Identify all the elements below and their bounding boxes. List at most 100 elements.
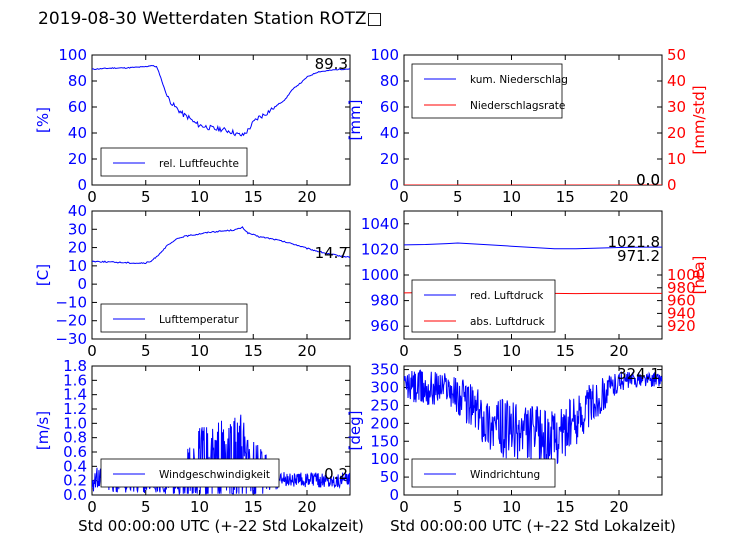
x-tick-label: 5 xyxy=(453,498,463,516)
legend-box xyxy=(411,63,563,119)
y-tick-label: 40 xyxy=(68,124,87,142)
x-tick-label: 5 xyxy=(141,498,151,516)
y-tick-label: 150 xyxy=(370,432,399,450)
y-tick-label: 40 xyxy=(380,124,399,142)
x-tick-label: 0 xyxy=(87,342,97,360)
legend-label: Windrichtung xyxy=(470,469,540,481)
chart-humidity: 0 5 10 15 20 0 20 40 60 80 100 [%] rel. Luftfeuchte 8… xyxy=(34,46,351,206)
y-tick-label: 1000 xyxy=(361,266,399,284)
y-tick-label: 1020 xyxy=(361,240,399,258)
x-axis-label: Std 00:00:00 UTC (+-22 Std Lokalzeit) xyxy=(78,517,364,535)
x-tick-label: 15 xyxy=(556,498,575,516)
y2-tick-label: 0 xyxy=(667,176,677,194)
latest-value-label: 0.2 xyxy=(324,465,348,483)
x-tick-label: 15 xyxy=(556,188,575,206)
x-axis-label: Std 00:00:00 UTC (+-22 Std Lokalzeit) xyxy=(390,517,676,535)
y-tick-label: 100 xyxy=(58,46,87,64)
y-tick-label: 0.8 xyxy=(63,429,87,447)
y-tick-label: 300 xyxy=(370,379,399,397)
x-tick-label: 5 xyxy=(141,342,151,360)
x-tick-label: 20 xyxy=(609,498,628,516)
legend-label: Niederschlagsrate xyxy=(470,100,565,112)
x-tick-label: 10 xyxy=(190,342,209,360)
legend-box xyxy=(100,147,248,177)
latest-value-label: 89.3 xyxy=(315,55,348,73)
y-tick-label: 200 xyxy=(370,414,399,432)
legend-label: abs. Luftdruck xyxy=(470,316,546,328)
y-tick-label: 0.0 xyxy=(63,486,87,504)
y-axis-label: [mm] xyxy=(346,100,364,141)
y2-tick-label: 20 xyxy=(667,124,686,142)
x-tick-label: 15 xyxy=(244,498,263,516)
x-tick-label: 5 xyxy=(453,342,463,360)
y-tick-label: 1.4 xyxy=(63,386,87,404)
y-axis-label: [%] xyxy=(34,107,52,133)
y-tick-label: 0 xyxy=(389,486,399,504)
latest-value-label: 0.0 xyxy=(636,171,660,189)
y2-tick-label: 30 xyxy=(667,98,686,116)
y-tick-label: 20 xyxy=(68,150,87,168)
y-tick-label: 100 xyxy=(370,46,399,64)
x-tick-label: 10 xyxy=(190,498,209,516)
x-tick-label: 0 xyxy=(87,188,97,206)
y-tick-label: 20 xyxy=(380,150,399,168)
series-line-humidity-0 xyxy=(92,64,350,137)
y-tick-label: 0.2 xyxy=(63,472,87,490)
y2-tick-label: 50 xyxy=(667,46,686,64)
y2-axis-label: [mm/std] xyxy=(690,85,708,154)
y-tick-label: 60 xyxy=(380,98,399,116)
y-tick-label: 100 xyxy=(370,450,399,468)
x-tick-label: 5 xyxy=(453,188,463,206)
y-tick-label: 0.6 xyxy=(63,443,87,461)
x-tick-label: 15 xyxy=(244,342,263,360)
x-tick-label: 10 xyxy=(502,342,521,360)
latest-value-label: 14.7 xyxy=(315,244,348,262)
y-tick-label: 40 xyxy=(68,202,87,220)
series-line-winddirection-0 xyxy=(404,369,662,468)
y-tick-label: 30 xyxy=(68,220,87,238)
x-tick-label: 20 xyxy=(609,342,628,360)
x-tick-label: 20 xyxy=(297,188,316,206)
legend-box xyxy=(100,458,280,488)
y-tick-label: 20 xyxy=(68,239,87,257)
y2-tick-label: 920 xyxy=(667,317,696,335)
y2-tick-label: 960 xyxy=(667,292,696,310)
latest-value-label: 971.2 xyxy=(617,247,660,265)
x-tick-label: 10 xyxy=(502,498,521,516)
x-tick-label: 10 xyxy=(502,188,521,206)
y-axis-label: [C] xyxy=(34,264,52,286)
y-tick-label: 1.0 xyxy=(63,414,87,432)
series-line-pressure-0 xyxy=(404,242,662,250)
legend-label: red. Luftdruck xyxy=(470,290,544,302)
chart-precipitation: 0 5 10 15 20 0 20 40 60 80 100 0 10 20 30 40 50 [mm] [mm/s… xyxy=(346,46,708,206)
y-tick-label: 80 xyxy=(380,72,399,90)
y-tick-label: −10 xyxy=(55,293,87,311)
y-tick-label: 0 xyxy=(77,176,87,194)
y-tick-label: 0 xyxy=(77,275,87,293)
legend-box xyxy=(411,458,556,488)
y-tick-label: 80 xyxy=(68,72,87,90)
x-tick-label: 15 xyxy=(556,342,575,360)
chart-temperature: 0 5 10 15 20−30−20−10010203040[C]Lufttempera… xyxy=(34,202,351,360)
y2-tick-label: 40 xyxy=(667,72,686,90)
y-tick-label: −20 xyxy=(55,312,87,330)
latest-value-label: 0.0 xyxy=(636,171,660,189)
y-tick-label: 1.2 xyxy=(63,400,87,418)
y-tick-label: 0 xyxy=(389,176,399,194)
y-tick-label: 250 xyxy=(370,396,399,414)
y-axis-label: [m/s] xyxy=(34,411,52,450)
x-tick-label: 0 xyxy=(399,342,409,360)
chart-pressure: 0 5 10 15 2096098010001020104092094096098010… xyxy=(361,210,708,360)
latest-value-label: 324.1 xyxy=(617,365,660,383)
y2-tick-label: 1000 xyxy=(667,266,705,284)
y-tick-label: 50 xyxy=(380,468,399,486)
figure-title: 2019-08-30 Wetterdaten Station ROTZ□ xyxy=(38,9,383,29)
x-tick-label: 20 xyxy=(297,342,316,360)
chart-windspeed: 0 5 10 15 200.00.20.40.60.81.01.21.41.61.8[m… xyxy=(34,357,364,535)
y-tick-label: 0.4 xyxy=(63,457,87,475)
x-tick-label: 15 xyxy=(244,188,263,206)
x-tick-label: 20 xyxy=(297,498,316,516)
y2-tick-label: 940 xyxy=(667,304,696,322)
x-tick-label: 0 xyxy=(399,498,409,516)
